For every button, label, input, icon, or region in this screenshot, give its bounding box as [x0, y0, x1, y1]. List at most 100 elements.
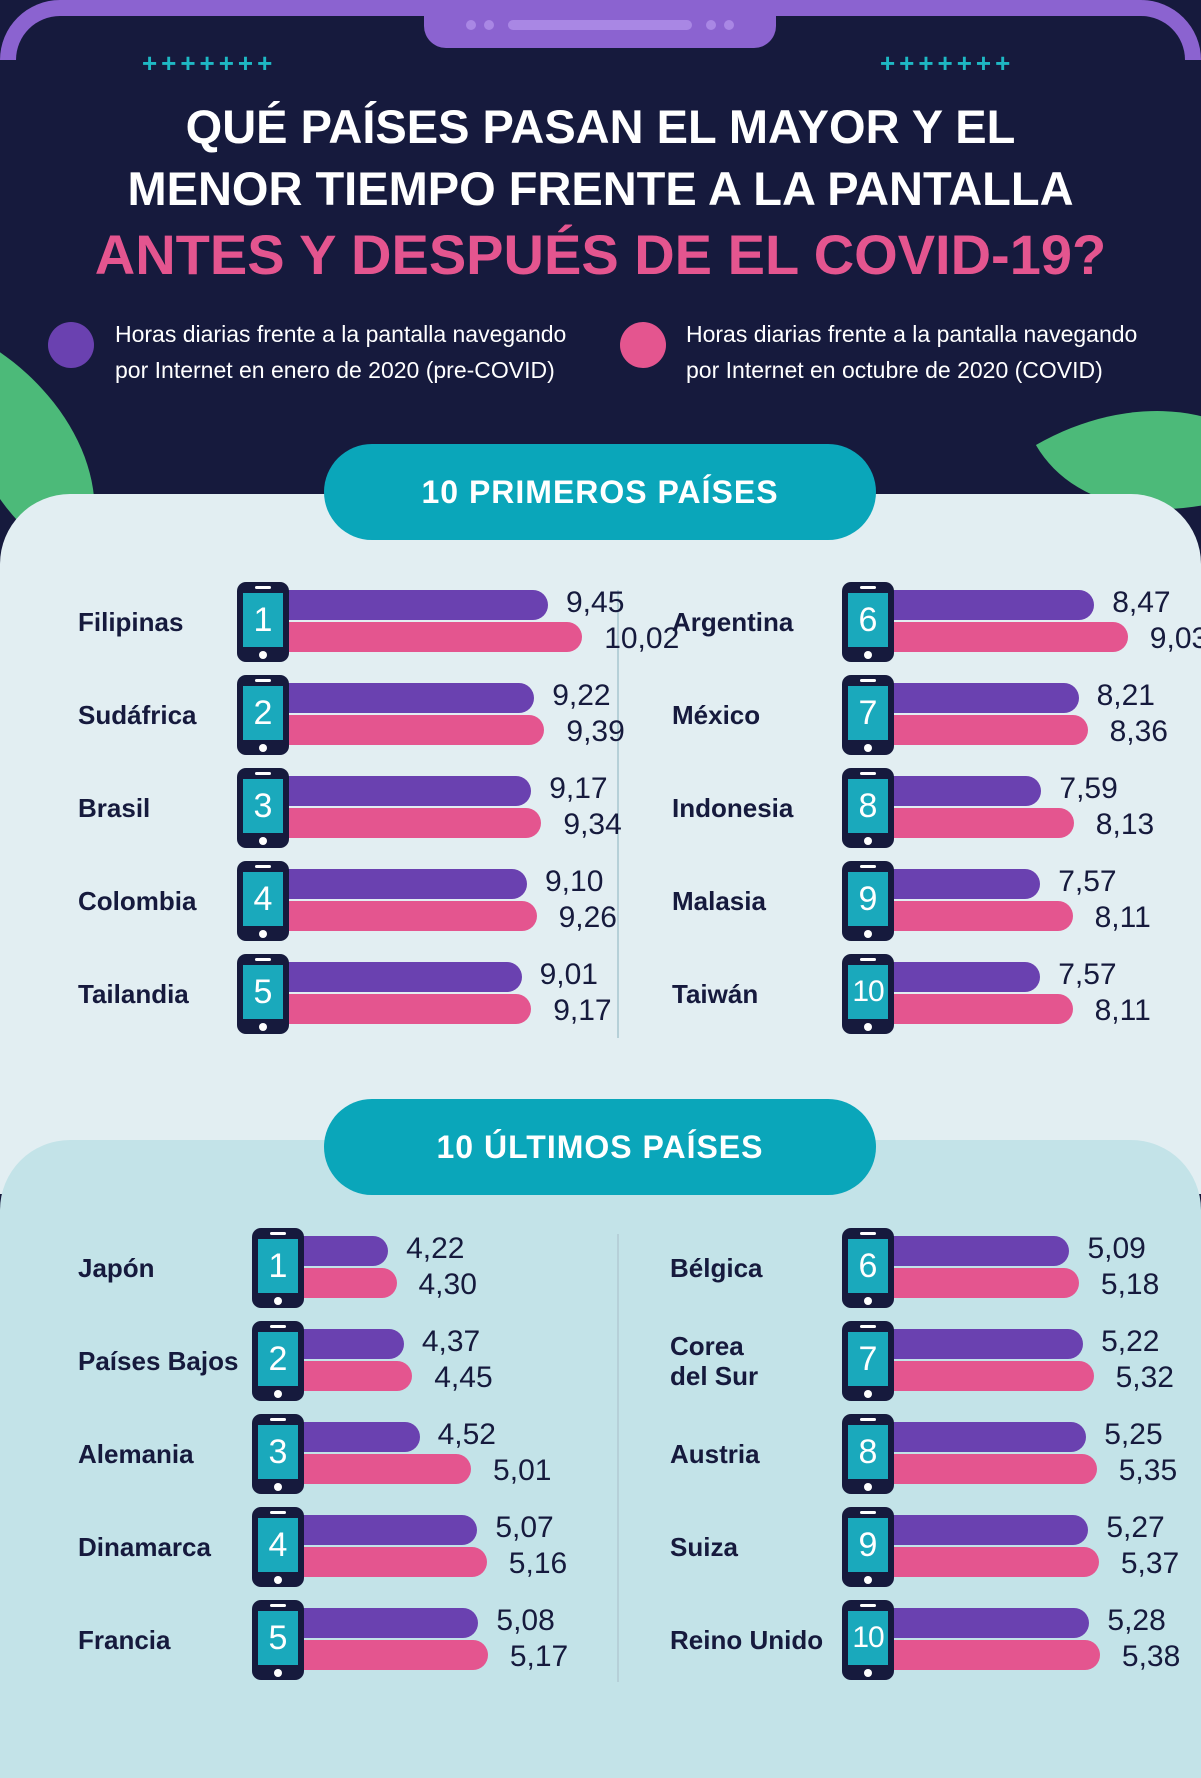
bar-pre-covid — [886, 1515, 1089, 1545]
value-pre-covid: 7,57 — [1058, 865, 1117, 898]
bar-pre-covid — [886, 776, 1042, 806]
phone-speaker — [860, 772, 876, 775]
value-pre-covid: 7,59 — [1059, 772, 1118, 805]
legend-covid-line2: por Internet en octubre de 2020 (COVID) — [686, 357, 1103, 383]
title-line-3: ANTES Y DESPUÉS DE EL COVID-19? — [94, 223, 1107, 286]
bar-pre-covid — [281, 776, 532, 806]
legend-pre-line1: Horas diarias frente a la pantalla naveg… — [115, 321, 567, 347]
phone-speaker — [270, 1232, 286, 1235]
phone-speaker — [270, 1604, 286, 1607]
bar-covid — [886, 622, 1128, 652]
phone-home-button — [864, 837, 872, 845]
country-label: Brasil — [78, 793, 151, 823]
phone-rank-icon: 7 — [842, 675, 894, 755]
chart-row: Bélgica 6 5,09 5,18 — [670, 1228, 1190, 1308]
phone-home-button — [864, 1390, 872, 1398]
country-label: Filipinas — [78, 607, 184, 637]
bar-pre-covid — [886, 683, 1079, 713]
legend-covid-swatch — [620, 322, 666, 368]
legend-pre-label: Horas diarias frente a la pantalla naveg… — [115, 316, 595, 388]
phone-speaker — [860, 1418, 876, 1421]
country-label: Corea del Sur — [670, 1331, 759, 1391]
value-pre-covid: 4,37 — [421, 1325, 481, 1358]
rank-number: 1 — [258, 1239, 298, 1293]
value-pre-covid: 9,17 — [549, 772, 608, 805]
page-title: QUÉ PAÍSES PASAN EL MAYOR Y EL MENOR TIE… — [0, 96, 1201, 290]
value-pre-covid: 5,07 — [495, 1511, 554, 1544]
value-pre-covid: 9,45 — [566, 586, 625, 619]
value-covid: 8,11 — [1094, 901, 1151, 934]
value-covid: 8,13 — [1095, 808, 1155, 841]
bottom-countries-heading: 10 ÚLTIMOS PAÍSES — [324, 1099, 876, 1195]
phone-speaker — [270, 1511, 286, 1514]
bar-covid — [886, 1547, 1099, 1577]
rank-number: 8 — [848, 1425, 888, 1479]
bar-pre-covid — [296, 1236, 389, 1266]
bar-pre-covid — [296, 1608, 479, 1638]
title-line-2: MENOR TIEMPO FRENTE A LA PANTALLA — [127, 162, 1074, 215]
column-divider — [617, 590, 619, 1038]
phone-rank-icon: 2 — [252, 1321, 304, 1401]
phone-rank-icon: 5 — [252, 1600, 304, 1680]
value-covid: 5,37 — [1120, 1547, 1180, 1580]
bar-covid — [886, 1361, 1094, 1391]
bar-covid — [281, 994, 532, 1024]
legend-covid-line1: Horas diarias frente a la pantalla naveg… — [686, 321, 1138, 347]
chart-row: Corea del Sur 7 5,22 5,32 — [670, 1321, 1190, 1401]
country-label: Malasia — [672, 886, 766, 916]
rank-number: 1 — [243, 593, 283, 647]
country-label: Alemania — [78, 1439, 194, 1469]
value-covid: 4,45 — [434, 1361, 493, 1394]
bar-covid — [886, 994, 1073, 1024]
rank-number: 4 — [243, 872, 283, 926]
bar-covid — [886, 1454, 1097, 1484]
rank-number: 4 — [258, 1518, 298, 1572]
chart-row: Francia 5 5,08 5,17 — [78, 1600, 598, 1680]
country-label: Francia — [78, 1625, 171, 1655]
rank-number: 9 — [848, 872, 888, 926]
bar-pre-covid — [886, 1329, 1084, 1359]
bar-covid — [886, 808, 1074, 838]
bar-pre-covid — [281, 590, 548, 620]
value-pre-covid: 9,10 — [545, 865, 604, 898]
bar-covid — [296, 1454, 472, 1484]
chart-row: Reino Unido 10 5,28 5,38 — [670, 1600, 1190, 1680]
chart-row: Colombia 4 9,10 9,26 — [78, 861, 617, 941]
country-label: Indonesia — [672, 793, 794, 823]
value-covid: 5,38 — [1121, 1640, 1181, 1673]
chart-row: Japón 1 4,22 4,30 — [78, 1228, 598, 1308]
phone-rank-icon: 8 — [842, 1414, 894, 1494]
country-label: México — [672, 700, 761, 730]
bar-covid — [886, 715, 1088, 745]
phone-rank-icon: 3 — [252, 1414, 304, 1494]
phone-speaker — [255, 679, 271, 682]
phone-home-button — [864, 1483, 872, 1491]
column-divider — [617, 1234, 619, 1682]
country-label: Dinamarca — [78, 1532, 211, 1562]
bar-covid — [296, 1361, 413, 1391]
value-pre-covid: 5,28 — [1107, 1604, 1166, 1637]
chart-row: Brasil 3 9,17 9,34 — [78, 768, 622, 848]
country-label: Taiwán — [672, 979, 759, 1009]
phone-speaker — [860, 1232, 876, 1235]
value-pre-covid: 4,22 — [406, 1232, 465, 1265]
bar-pre-covid — [886, 962, 1041, 992]
country-label: Tailandia — [78, 979, 189, 1009]
value-covid: 8,36 — [1109, 715, 1168, 748]
phone-home-button — [259, 1023, 267, 1031]
chart-row: Indonesia 8 7,59 8,13 — [672, 768, 1192, 848]
phone-home-button — [274, 1483, 282, 1491]
phone-speaker — [255, 586, 271, 589]
bar-pre-covid — [281, 962, 522, 992]
country-label: Japón — [78, 1253, 155, 1283]
phone-speaker — [860, 1511, 876, 1514]
rank-number: 10 — [848, 1611, 888, 1665]
chart-row: Alemania 3 4,52 5,01 — [78, 1414, 598, 1494]
legend-covid-label: Horas diarias frente a la pantalla naveg… — [686, 316, 1186, 388]
chart-row: Dinamarca 4 5,07 5,16 — [78, 1507, 598, 1587]
phone-home-button — [864, 1023, 872, 1031]
bar-covid — [296, 1547, 487, 1577]
country-label: Países Bajos — [78, 1346, 239, 1376]
phone-home-button — [864, 651, 872, 659]
phone-speaker — [255, 772, 271, 775]
